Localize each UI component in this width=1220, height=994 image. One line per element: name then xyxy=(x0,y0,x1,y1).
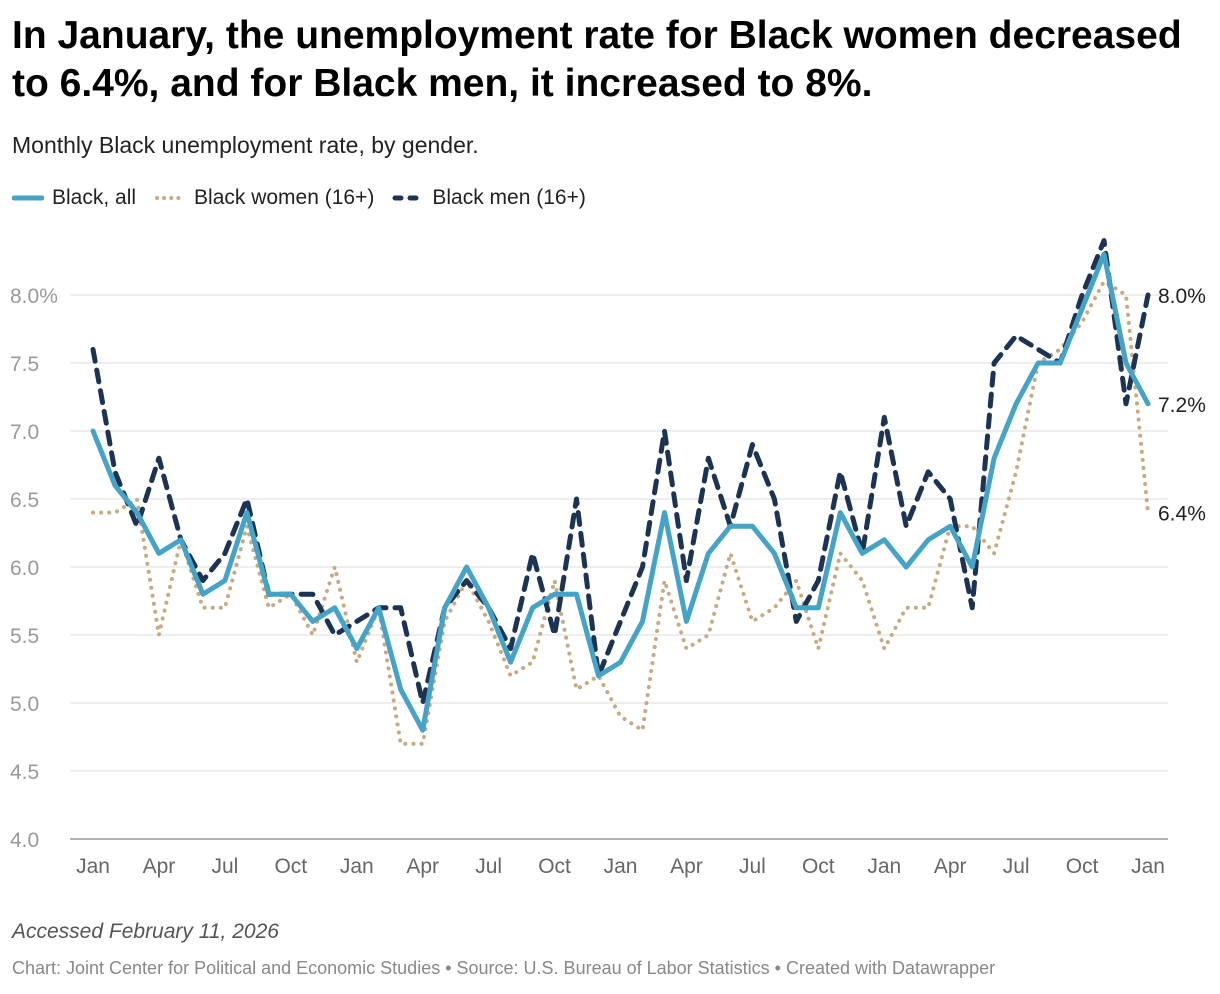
legend-item-black-men: Black men (16+) xyxy=(392,186,586,210)
y-tick-label: 8.0% xyxy=(10,285,58,308)
legend-label-black-all: Black, all xyxy=(52,186,137,209)
x-tick-label: Oct xyxy=(274,855,307,878)
x-tick-label: Apr xyxy=(670,855,703,878)
y-tick-label: 4.5 xyxy=(10,761,39,784)
separator-1: • xyxy=(440,958,457,978)
x-tick-label: Jul xyxy=(475,855,502,878)
x-tick-label: Jan xyxy=(340,855,374,878)
x-tick-label: Apr xyxy=(143,855,176,878)
y-tick-label: 5.0 xyxy=(10,693,39,716)
legend-dashed-line-icon xyxy=(392,195,424,201)
legend-item-black-women: Black women (16+) xyxy=(154,186,374,210)
end-label-men: 8.0% xyxy=(1158,285,1206,308)
chart-title: In January, the unemployment rate for Bl… xyxy=(12,14,1182,105)
y-tick-label: 7.5 xyxy=(10,353,39,376)
x-tick-label: Jul xyxy=(739,855,766,878)
x-tick-label: Jul xyxy=(211,855,238,878)
footer-credits: Chart: Joint Center for Political and Ec… xyxy=(12,958,995,979)
end-label-women: 6.4% xyxy=(1158,503,1206,526)
x-tick-label: Jan xyxy=(604,855,638,878)
datawrapper-credit: Created with Datawrapper xyxy=(785,958,996,978)
accessed-note: Accessed February 11, 2026 xyxy=(12,920,279,943)
x-tick-label: Jan xyxy=(76,855,110,878)
y-tick-label: 6.5 xyxy=(10,489,39,512)
line-chart: 4.0 4.5 5.0 5.5 6.0 6.5 7.0 7.5 8.0% Jan Apr Jul Oct… xyxy=(10,238,1206,878)
source-credit: Source: U.S. Bureau of Labor Statistics xyxy=(456,958,770,978)
x-tick-label: Jan xyxy=(1131,855,1165,878)
legend-solid-line-icon xyxy=(12,195,44,201)
y-tick-label: 6.0 xyxy=(10,557,39,580)
y-tick-label: 5.5 xyxy=(10,625,39,648)
chart-credit: Chart: Joint Center for Political and Ec… xyxy=(12,958,441,978)
x-tick-label: Jul xyxy=(1003,855,1030,878)
separator-2: • xyxy=(769,958,786,978)
x-tick-label: Oct xyxy=(538,855,571,878)
legend: Black, all Black women (16+) Black men (… xyxy=(12,186,604,210)
x-tick-label: Jan xyxy=(867,855,901,878)
legend-item-black-all: Black, all xyxy=(12,186,136,210)
series-line-all xyxy=(90,251,1151,733)
x-tick-label: Oct xyxy=(802,855,835,878)
y-tick-label: 4.0 xyxy=(10,829,39,852)
x-tick-label: Apr xyxy=(406,855,439,878)
legend-label-black-women: Black women (16+) xyxy=(194,186,375,209)
x-tick-label: Oct xyxy=(1066,855,1099,878)
chart-subtitle: Monthly Black unemployment rate, by gend… xyxy=(12,132,479,158)
end-label-all: 7.2% xyxy=(1158,394,1206,417)
legend-dotted-line-icon xyxy=(155,196,186,200)
x-tick-label: Apr xyxy=(934,855,967,878)
y-tick-label: 7.0 xyxy=(10,421,39,444)
legend-label-black-men: Black men (16+) xyxy=(432,186,586,209)
